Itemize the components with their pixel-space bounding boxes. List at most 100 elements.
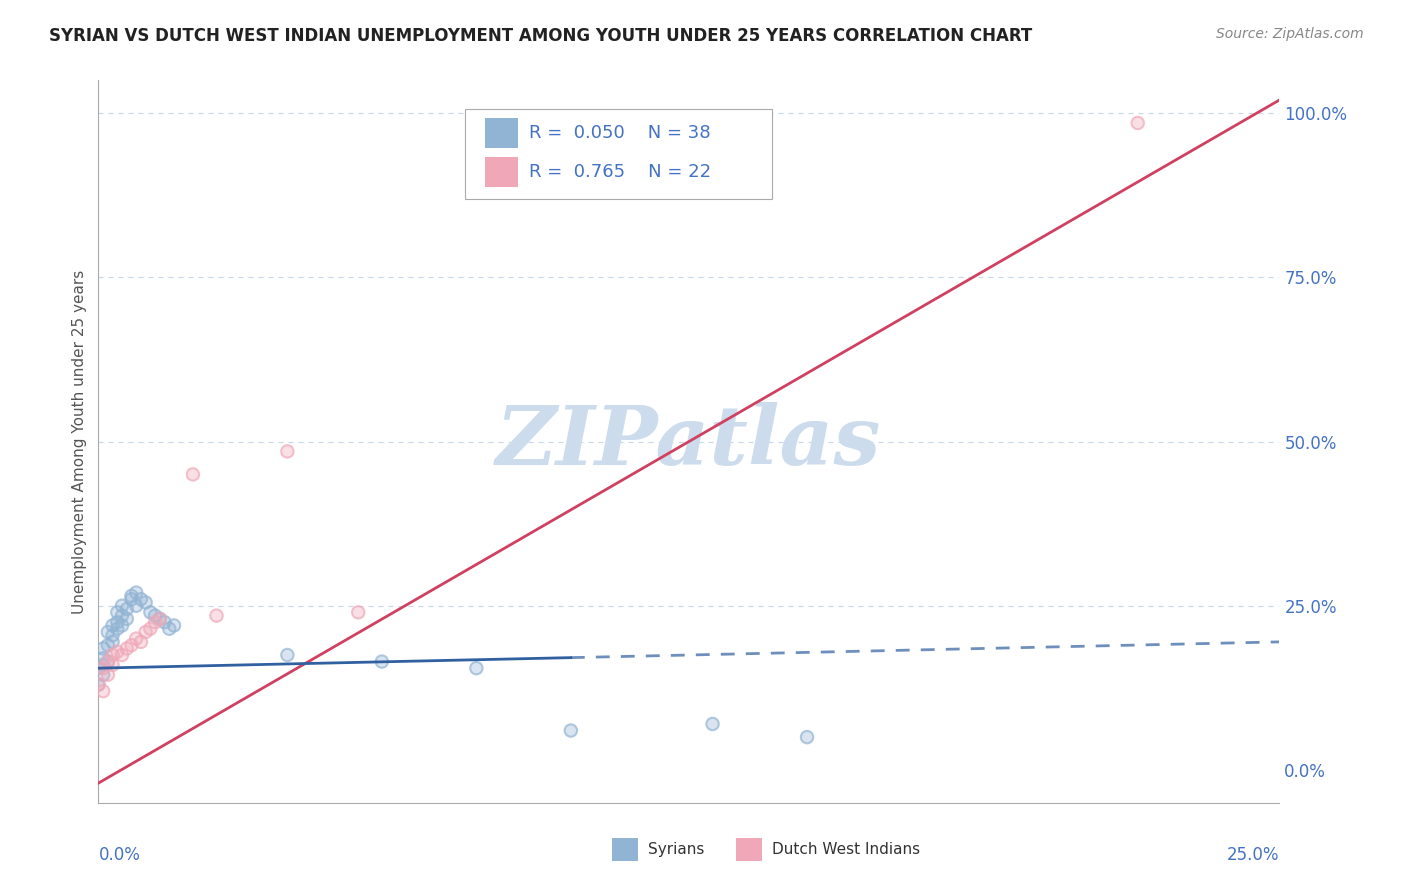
Point [115,612,138,626]
Point [115,641,138,656]
Point [111,599,134,613]
Point [91,657,114,672]
Point [97,655,120,669]
Point [181,467,204,482]
Point [101,618,124,632]
Point [91,684,114,698]
Text: Dutch West Indians: Dutch West Indians [772,842,920,857]
Point [91,641,114,656]
Point [101,648,124,662]
Point [143,608,166,623]
Point [135,625,157,640]
Point [163,618,186,632]
Point [465,661,488,675]
Point [153,615,176,630]
Point [347,605,370,619]
Point [143,615,166,630]
Point [91,667,114,681]
Point [129,635,152,649]
Point [101,657,124,672]
Point [115,602,138,616]
Point [91,657,114,672]
Point [560,723,582,738]
Point [129,592,152,607]
Point [115,641,138,656]
Point [121,592,143,607]
Point [149,612,172,626]
Point [129,592,152,607]
Point [796,730,818,744]
Bar [737,838,762,862]
Point [121,589,143,603]
Point [371,655,394,669]
Point [101,618,124,632]
Point [149,612,172,626]
Point [139,605,162,619]
Point [125,632,148,646]
Point [91,684,114,698]
Point [97,638,120,652]
Point [101,635,124,649]
Point [101,648,124,662]
Point [97,638,120,652]
Point [105,645,128,659]
Point [87,677,110,691]
Point [121,638,143,652]
Point [105,645,128,659]
Point [121,638,143,652]
Text: Syrians: Syrians [648,842,704,857]
Point [149,612,172,626]
Point [91,661,114,675]
Bar [612,838,638,862]
Point [105,615,128,630]
Point [111,618,134,632]
Point [163,618,186,632]
Point [91,641,114,656]
Point [111,608,134,623]
FancyBboxPatch shape [464,109,772,200]
Point [276,444,298,458]
Point [87,661,110,675]
Point [276,444,298,458]
Point [125,599,148,613]
Point [87,677,110,691]
Text: R =  0.765    N = 22: R = 0.765 N = 22 [530,163,711,181]
Point [105,605,128,619]
Point [276,648,298,662]
Point [97,625,120,640]
Point [135,625,157,640]
Point [139,622,162,636]
Point [105,622,128,636]
Bar [485,118,517,148]
Point [205,608,228,623]
Text: ZIPatlas: ZIPatlas [496,401,882,482]
Point [125,599,148,613]
Point [135,595,157,609]
Point [157,622,180,636]
Point [143,615,166,630]
Point [115,602,138,616]
Point [347,605,370,619]
Point [111,608,134,623]
Point [101,628,124,642]
Point [87,661,110,675]
Text: R =  0.050    N = 38: R = 0.050 N = 38 [530,124,711,142]
Point [101,635,124,649]
Point [157,622,180,636]
Point [702,717,724,731]
Point [796,730,818,744]
Point [91,661,114,675]
Point [121,592,143,607]
Point [91,651,114,665]
Point [181,467,204,482]
Point [125,585,148,599]
Point [97,667,120,681]
Point [97,625,120,640]
Point [465,661,488,675]
Point [97,655,120,669]
Point [101,628,124,642]
Point [1126,116,1149,130]
Point [125,585,148,599]
Bar [485,157,517,187]
Point [91,651,114,665]
